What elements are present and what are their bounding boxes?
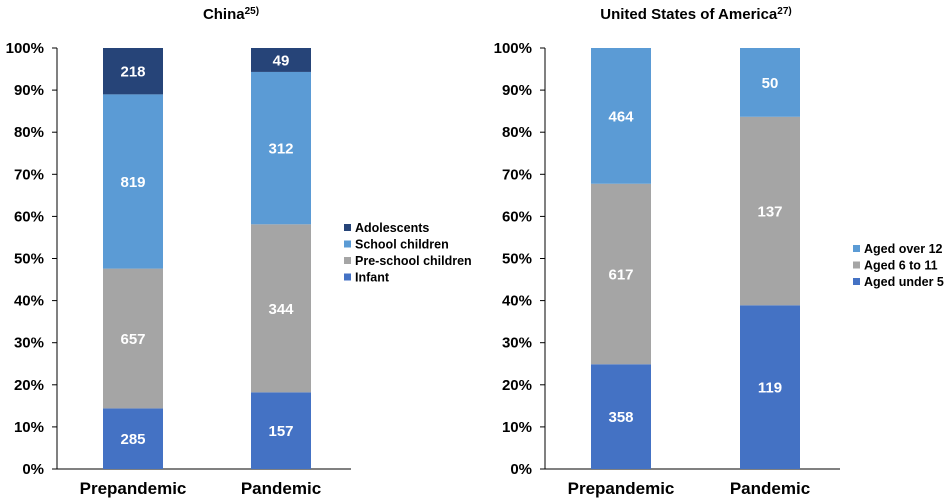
legend-label: Aged under 5 [864, 275, 944, 289]
y-tick-label: 100% [6, 40, 44, 57]
y-tick-label: 60% [14, 208, 44, 225]
y-tick-label: 90% [502, 82, 532, 99]
legend-swatch [344, 273, 351, 281]
legend-swatch [853, 245, 860, 252]
category-label: Prepandemic [568, 479, 675, 498]
category-label: Prepandemic [80, 479, 187, 498]
bar-segment [103, 94, 163, 269]
data-label: 218 [120, 64, 145, 81]
y-tick-label: 40% [14, 293, 44, 310]
data-label: 464 [608, 108, 634, 125]
y-tick-label: 20% [502, 377, 532, 394]
bar-segment [103, 408, 163, 469]
bar-segment [740, 116, 800, 306]
chart-title: United States of America27) [600, 6, 791, 23]
data-label: 819 [120, 174, 145, 191]
y-tick-label: 10% [14, 419, 44, 436]
bar-segment [103, 268, 163, 409]
y-tick-label: 80% [14, 124, 44, 141]
legend-swatch [853, 261, 860, 269]
chart-usa: United States of America27) 0% 10% 20% 30% 4… [494, 6, 944, 498]
bar-segment [251, 48, 311, 72]
y-tick-label: 70% [502, 166, 532, 183]
bar-segment [591, 364, 651, 469]
bar-segment [740, 48, 800, 117]
legend-swatch [853, 278, 860, 285]
data-label: 657 [120, 331, 145, 348]
bar-group: 358 617 464 119 137 50 [591, 48, 800, 469]
y-tick-label: 70% [14, 166, 44, 183]
data-label: 344 [268, 301, 294, 318]
legend-label: Aged over 12 [864, 242, 943, 256]
bar-segment [251, 71, 311, 225]
y-tick-label: 30% [14, 335, 44, 352]
legend-swatch [344, 240, 351, 248]
bar-segment [591, 48, 651, 184]
data-label: 157 [268, 423, 293, 440]
bar-segment [251, 224, 311, 393]
data-label: 312 [268, 141, 293, 158]
y-tick-label: 0% [22, 461, 44, 478]
legend-swatch [344, 224, 351, 231]
bar-segment [251, 392, 311, 469]
bar-group: 285 657 819 218 157 344 312 49 [103, 48, 311, 469]
y-tick-label: 50% [14, 251, 44, 268]
data-label: 137 [757, 204, 782, 221]
bar-segment [591, 183, 651, 365]
bar-segment [103, 48, 163, 95]
category-label: Pandemic [730, 479, 810, 498]
y-tick-label: 80% [502, 124, 532, 141]
bar-segment [740, 305, 800, 469]
data-label: 50 [762, 75, 779, 92]
data-label: 49 [273, 52, 290, 69]
x-axis: Prepandemic Pandemic [568, 479, 811, 498]
legend: Adolescents School children Pre-school chi… [344, 221, 472, 285]
legend: Aged over 12 Aged 6 to 11 Aged under 5 [853, 242, 944, 289]
y-axis: 0% 10% 20% 30% 40% 50% 60% 70% 80% 90% 100% [494, 40, 840, 478]
legend-label: Adolescents [355, 221, 429, 235]
legend-label: Pre-school children [355, 254, 472, 268]
data-label: 119 [758, 380, 782, 397]
y-tick-label: 0% [510, 461, 532, 478]
y-tick-label: 100% [494, 40, 532, 57]
category-label: Pandemic [241, 479, 321, 498]
legend-swatch [344, 257, 351, 264]
chart-title: China25) [203, 6, 259, 23]
x-axis: Prepandemic Pandemic [80, 479, 322, 498]
data-label: 285 [120, 431, 145, 448]
data-label: 617 [608, 267, 633, 284]
y-tick-label: 50% [502, 251, 532, 268]
chart-china: China25) 0% 10% 20% 30% 40% 50% 60% 70% 80% 90% 10… [6, 6, 472, 498]
y-tick-label: 40% [502, 293, 532, 310]
y-tick-label: 60% [502, 208, 532, 225]
y-tick-label: 20% [14, 377, 44, 394]
y-tick-label: 90% [14, 82, 44, 99]
y-tick-label: 30% [502, 335, 532, 352]
legend-label: Aged 6 to 11 [864, 259, 938, 273]
y-axis: 0% 10% 20% 30% 40% 50% 60% 70% 80% 90% 100% [6, 40, 351, 478]
legend-label: School children [355, 238, 449, 252]
legend-label: Infant [355, 271, 390, 285]
data-label: 358 [608, 409, 633, 426]
y-tick-label: 10% [502, 419, 532, 436]
